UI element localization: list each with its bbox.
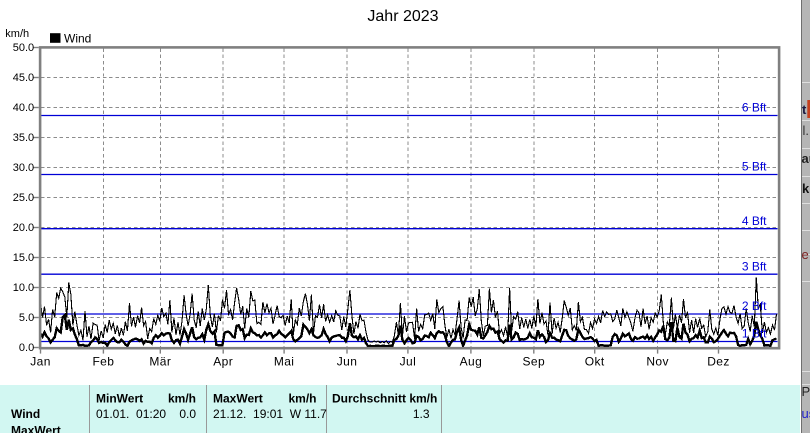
svg-text:Nov: Nov [646,355,669,369]
svg-text:MaxWert: MaxWert [213,392,263,406]
svg-text:10.0: 10.0 [13,282,34,294]
svg-text:Wind: Wind [11,407,40,421]
svg-text:Jahr 2023: Jahr 2023 [367,8,438,25]
svg-text:Apr: Apr [213,355,233,369]
svg-text:km/h: km/h [5,28,29,40]
svg-text:Wind: Wind [64,32,91,46]
svg-text:25.0: 25.0 [13,192,34,204]
svg-text:Jan: Jan [30,355,51,369]
svg-text:0.0: 0.0 [19,342,34,354]
svg-text:Mär: Mär [149,355,171,369]
svg-text:5.0: 5.0 [19,312,34,324]
svg-text:MaxWert: MaxWert [11,424,61,433]
svg-text:50.0: 50.0 [13,42,34,54]
svg-text:Jul: Jul [400,355,417,369]
svg-text:km/h: km/h [168,392,196,406]
svg-text:Durchschnitt km/h: Durchschnitt km/h [332,392,437,406]
svg-text:5 Bft: 5 Bft [742,160,767,174]
svg-text:MinWert: MinWert [96,392,143,406]
svg-text:Pr: Pr [802,384,810,399]
svg-text:15.0: 15.0 [13,252,34,264]
svg-text:35.0: 35.0 [13,132,34,144]
svg-text:Sep: Sep [523,355,546,369]
svg-text:1 Bft: 1 Bft [742,327,767,341]
svg-text:20.0: 20.0 [13,222,34,234]
svg-text:0.0: 0.0 [179,407,196,421]
svg-text:k: k [802,181,810,196]
svg-text:km/h: km/h [288,392,316,406]
svg-text:Feb: Feb [92,355,114,369]
svg-text:Dez: Dez [707,355,730,369]
svg-text:us: us [802,406,810,421]
svg-text:40.0: 40.0 [13,102,34,114]
svg-text:01.01. 01:20: 01.01. 01:20 [96,407,166,421]
svg-text:2 Bft: 2 Bft [742,299,767,313]
svg-text:Jun: Jun [337,355,358,369]
svg-text:21.12. 19:01 W 11.7: 21.12. 19:01 W 11.7 [213,407,327,421]
svg-text:6 Bft: 6 Bft [742,101,767,115]
svg-text:e: e [802,247,809,262]
svg-text:l.: l. [803,123,810,138]
svg-text:au: au [802,151,810,166]
svg-text:Aug: Aug [460,355,483,369]
svg-text:Okt: Okt [585,355,605,369]
svg-text:3 Bft: 3 Bft [742,259,767,273]
svg-text:1.3: 1.3 [413,407,430,421]
svg-text:4 Bft: 4 Bft [742,214,767,228]
svg-text:t: t [802,102,807,117]
svg-text:45.0: 45.0 [13,72,34,84]
svg-text:Mai: Mai [274,355,295,369]
svg-text:30.0: 30.0 [13,162,34,174]
